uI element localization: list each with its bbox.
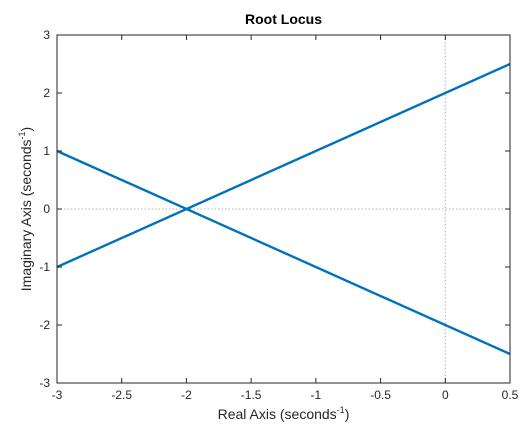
x-axis-label-prefix: Real Axis (seconds [218, 406, 337, 422]
y-axis-label-exponent: -1 [17, 131, 27, 139]
x-tick-label: -1.5 [241, 388, 262, 402]
x-tick-label: 0 [442, 388, 449, 402]
series-layer [56, 62, 511, 356]
locus-branch-2 [56, 149, 511, 356]
y-tick-label: -3 [39, 376, 50, 390]
x-axis-label-exponent: -1 [337, 405, 345, 415]
x-tick-label: 0.5 [502, 388, 519, 402]
y-tick-label: -2 [39, 318, 50, 332]
chart-title: Root Locus [245, 11, 322, 27]
x-tick-label: -3 [52, 388, 63, 402]
x-tick-label: -1 [311, 388, 322, 402]
x-tick-label: -2 [181, 388, 192, 402]
y-axis-ticks: -3 -2 -1 0 1 2 3 [39, 28, 510, 390]
y-tick-label: -1 [39, 260, 50, 274]
y-axis-label-prefix: Imaginary Axis (seconds [18, 139, 34, 291]
x-tick-label: -0.5 [370, 388, 391, 402]
x-axis-ticks: -3 -2.5 -2 -1.5 -1 -0.5 0 0.5 [52, 35, 519, 402]
x-tick-label: -2.5 [111, 388, 132, 402]
x-axis-label: Real Axis (seconds-1) [218, 405, 350, 422]
y-tick-label: 1 [43, 144, 50, 158]
x-axis-label-suffix: ) [345, 406, 350, 422]
y-tick-label: 3 [43, 28, 50, 42]
y-axis-label-suffix: ) [18, 127, 34, 132]
y-axis-label: Imaginary Axis (seconds-1) [17, 127, 34, 291]
locus-branch-1 [56, 62, 511, 269]
plot-area [57, 35, 510, 383]
y-tick-label: 0 [43, 202, 50, 216]
y-tick-label: 2 [43, 86, 50, 100]
